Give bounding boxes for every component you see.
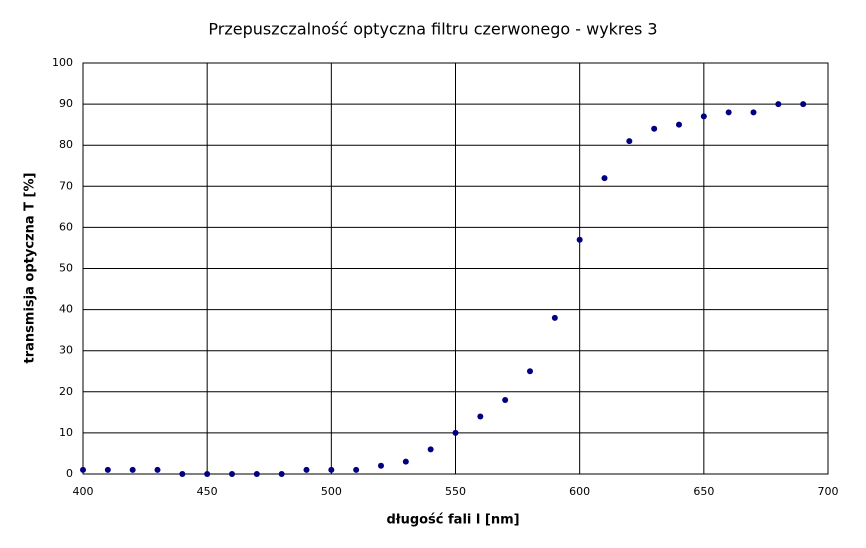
- y-tick-label: 100: [52, 56, 73, 69]
- data-point: [775, 101, 782, 108]
- data-point: [551, 314, 558, 321]
- y-tick-label: 0: [66, 467, 73, 480]
- data-point: [353, 466, 360, 473]
- data-point: [104, 466, 111, 473]
- data-point: [204, 471, 211, 477]
- data-point: [402, 458, 409, 465]
- data-point: [452, 429, 459, 436]
- data-point: [750, 109, 757, 116]
- data-point: [229, 471, 235, 477]
- data-point: [378, 462, 384, 469]
- x-tick-label: 450: [197, 485, 218, 498]
- data-point: [725, 109, 732, 116]
- data-point: [576, 236, 583, 243]
- x-tick-label: 400: [73, 485, 94, 498]
- y-tick-label: 10: [59, 426, 73, 439]
- data-point: [427, 446, 434, 453]
- data-point: [80, 466, 86, 473]
- data-point: [502, 397, 509, 404]
- y-tick-label: 70: [59, 179, 73, 192]
- data-point: [278, 471, 285, 477]
- y-tick-label: 40: [59, 303, 73, 316]
- data-point: [179, 471, 186, 477]
- y-tick-label: 50: [59, 262, 73, 275]
- y-tick-label: 20: [59, 385, 73, 398]
- data-point: [676, 121, 682, 128]
- x-tick-label: 700: [818, 485, 839, 498]
- y-tick-label: 90: [59, 97, 73, 110]
- data-point: [601, 175, 608, 182]
- data-point: [527, 368, 533, 375]
- y-tick-label: 80: [59, 138, 73, 151]
- x-tick-label: 500: [321, 485, 342, 498]
- x-tick-label: 550: [445, 485, 466, 498]
- data-point: [129, 466, 136, 473]
- data-point: [477, 413, 484, 420]
- data-point: [154, 466, 161, 473]
- data-point: [800, 101, 807, 108]
- data-point: [303, 466, 310, 473]
- chart-title: Przepuszczalność optyczna filtru czerwon…: [208, 20, 657, 39]
- y-tick-label: 30: [59, 344, 73, 357]
- data-point: [253, 471, 260, 477]
- y-tick-label: 60: [59, 220, 73, 233]
- x-tick-label: 600: [569, 485, 590, 498]
- data-point: [328, 466, 335, 473]
- data-point: [651, 125, 658, 132]
- x-axis-label: długość fali l [nm]: [386, 513, 519, 528]
- data-point: [700, 113, 707, 120]
- x-tick-label: 650: [693, 485, 714, 498]
- y-axis-label: transmisja optyczna T [%]: [23, 173, 38, 364]
- data-point: [626, 138, 633, 145]
